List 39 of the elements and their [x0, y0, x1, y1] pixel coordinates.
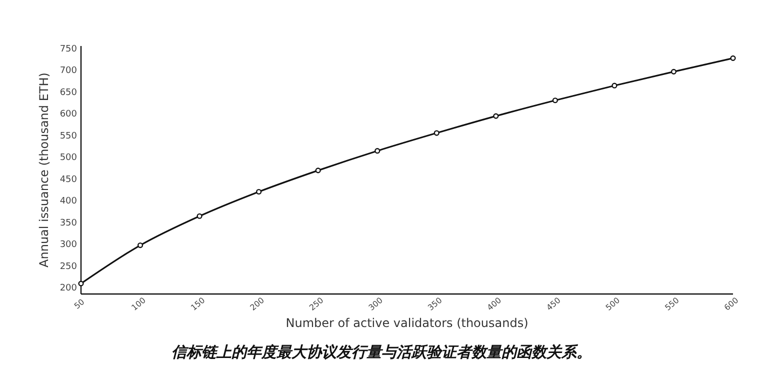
point: [552, 98, 558, 104]
y-tick-label: 250: [60, 262, 78, 272]
point: [78, 280, 84, 286]
y-tick-label: 550: [60, 131, 78, 142]
point: [670, 68, 677, 74]
x-tick-label: 400: [486, 296, 504, 312]
y-tick-label: 200: [60, 284, 78, 294]
x-axis-title: Number of active validators (thousands): [286, 316, 528, 330]
y-axis-title: Annual issuance (thousand ETH): [37, 72, 51, 268]
text: 信标链上的年度最大协议发行量与活跃验证者数量的函数关系。: [172, 343, 592, 361]
y-tick-label: 700: [60, 66, 78, 76]
x-tick-label: 600: [722, 296, 740, 312]
point: [612, 82, 618, 88]
x-tick-label: 550: [663, 296, 681, 312]
x-tick-label: 100: [130, 296, 148, 312]
x-tick-label: 200: [248, 296, 266, 312]
y-tick-label: 350: [60, 218, 78, 228]
point: [434, 130, 440, 136]
point: [493, 113, 499, 119]
x-tick-label: 50: [72, 297, 86, 311]
x-tick-label: 300: [367, 296, 384, 312]
y-tick-label: 450: [60, 174, 78, 185]
y-tick-label: 750: [60, 44, 78, 54]
y-tick-label: 400: [60, 196, 78, 207]
x-tick-label: 250: [308, 296, 326, 312]
point: [315, 168, 321, 174]
point: [374, 148, 380, 154]
y-tick-label: 300: [60, 240, 78, 250]
point: [196, 213, 202, 219]
y-tick-label: 600: [60, 110, 78, 120]
y-tick-label: 650: [60, 88, 78, 98]
y-tick-label: 500: [60, 153, 78, 164]
x-tick-label: 450: [544, 296, 562, 312]
x-tick-label: 350: [426, 296, 444, 312]
point: [730, 55, 736, 61]
point: [256, 188, 262, 195]
x-tick-label: 150: [189, 296, 207, 312]
point: [137, 242, 144, 248]
x-tick-label: 500: [604, 296, 622, 312]
